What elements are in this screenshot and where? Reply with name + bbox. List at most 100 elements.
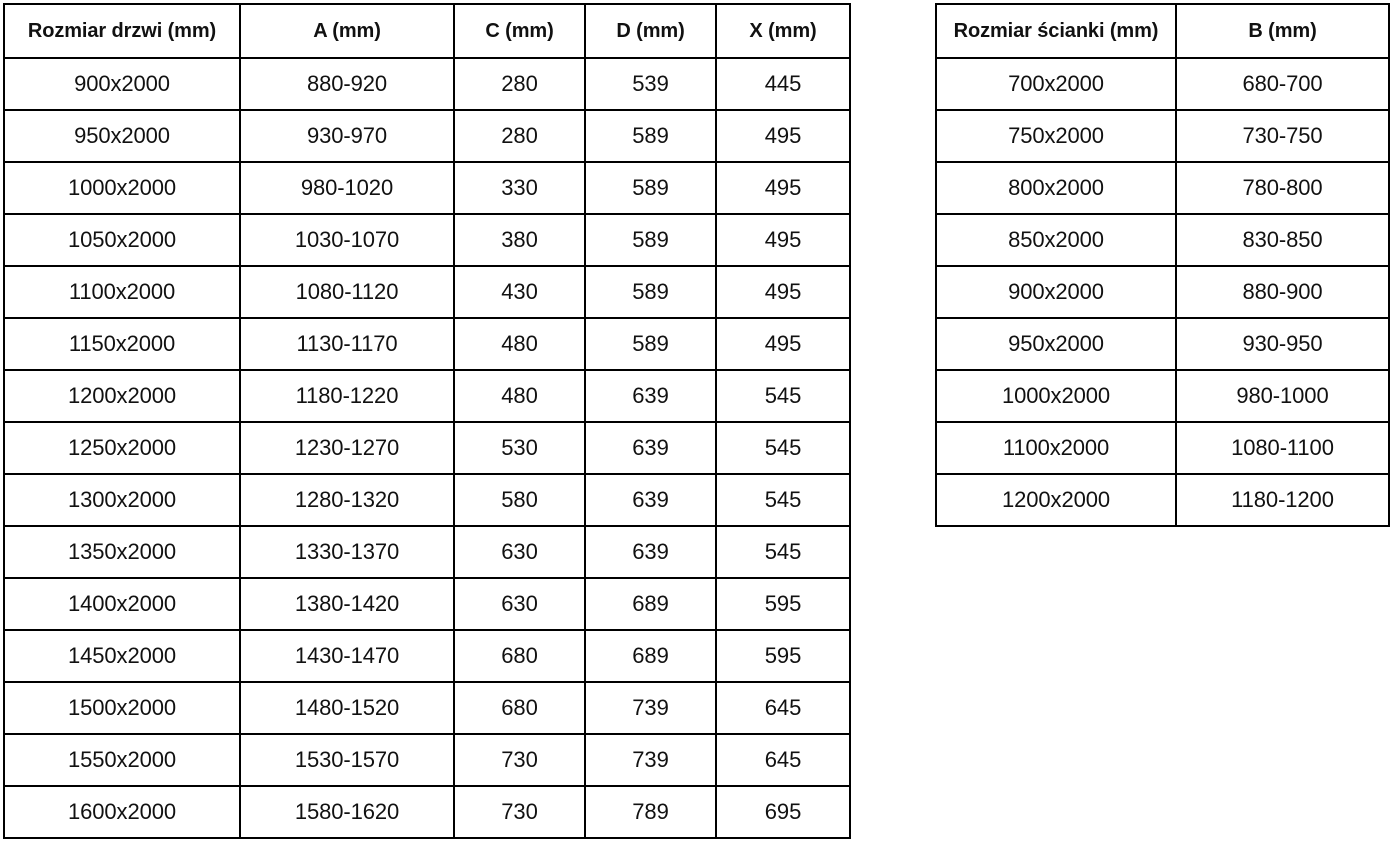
cell-value: 495 <box>715 161 851 215</box>
cell-value: 1330-1370 <box>239 525 455 579</box>
cell-value: 1480-1520 <box>239 681 455 735</box>
table-row: 1100x2000 1080-1100 <box>935 421 1390 475</box>
cell-size: 1100x2000 <box>935 421 1177 475</box>
table-row: 1000x2000 980-1000 <box>935 369 1390 423</box>
cell-value: 695 <box>715 785 851 839</box>
cell-value: 680 <box>453 681 586 735</box>
cell-size: 1400x2000 <box>3 577 241 631</box>
cell-value: 1080-1120 <box>239 265 455 319</box>
cell-value: 730 <box>453 785 586 839</box>
table-row: 750x2000 730-750 <box>935 109 1390 163</box>
column-header-a: A (mm) <box>239 3 455 59</box>
table-row: 1450x2000 1430-1470 680 689 595 <box>3 629 851 683</box>
cell-value: 930-970 <box>239 109 455 163</box>
cell-value: 730-750 <box>1175 109 1390 163</box>
cell-value: 789 <box>584 785 717 839</box>
cell-value: 1380-1420 <box>239 577 455 631</box>
cell-value: 645 <box>715 733 851 787</box>
cell-value: 730 <box>453 733 586 787</box>
table-row: 700x2000 680-700 <box>935 57 1390 111</box>
cell-size: 1550x2000 <box>3 733 241 787</box>
cell-size: 700x2000 <box>935 57 1177 111</box>
cell-value: 480 <box>453 317 586 371</box>
column-header-d: D (mm) <box>584 3 717 59</box>
cell-value: 589 <box>584 317 717 371</box>
cell-value: 630 <box>453 577 586 631</box>
table-row: 1000x2000 980-1020 330 589 495 <box>3 161 851 215</box>
cell-value: 780-800 <box>1175 161 1390 215</box>
cell-size: 1000x2000 <box>3 161 241 215</box>
cell-size: 1150x2000 <box>3 317 241 371</box>
column-header-b: B (mm) <box>1175 3 1390 59</box>
cell-size: 750x2000 <box>935 109 1177 163</box>
cell-value: 639 <box>584 525 717 579</box>
cell-value: 1580-1620 <box>239 785 455 839</box>
door-table-head: Rozmiar drzwi (mm) A (mm) C (mm) D (mm) … <box>3 3 851 59</box>
cell-value: 589 <box>584 213 717 267</box>
cell-value: 589 <box>584 161 717 215</box>
cell-value: 280 <box>453 57 586 111</box>
column-header-x: X (mm) <box>715 3 851 59</box>
cell-value: 445 <box>715 57 851 111</box>
cell-size: 900x2000 <box>3 57 241 111</box>
cell-value: 645 <box>715 681 851 735</box>
cell-value: 495 <box>715 213 851 267</box>
cell-value: 280 <box>453 109 586 163</box>
column-header-wall-size: Rozmiar ścianki (mm) <box>935 3 1177 59</box>
table-header-row: Rozmiar drzwi (mm) A (mm) C (mm) D (mm) … <box>3 3 851 59</box>
table-row: 1300x2000 1280-1320 580 639 545 <box>3 473 851 527</box>
wall-panel-dimensions-table: Rozmiar ścianki (mm) B (mm) 700x2000 680-… <box>935 3 1390 527</box>
cell-value: 1280-1320 <box>239 473 455 527</box>
cell-value: 495 <box>715 265 851 319</box>
wall-table-body: 700x2000 680-700 750x2000 730-750 800x2000 78… <box>935 57 1390 527</box>
cell-value: 980-1000 <box>1175 369 1390 423</box>
cell-value: 639 <box>584 369 717 423</box>
cell-value: 595 <box>715 629 851 683</box>
wall-table-head: Rozmiar ścianki (mm) B (mm) <box>935 3 1390 59</box>
cell-value: 545 <box>715 525 851 579</box>
table-row: 1200x2000 1180-1200 <box>935 473 1390 527</box>
cell-value: 545 <box>715 369 851 423</box>
cell-value: 580 <box>453 473 586 527</box>
cell-value: 1180-1200 <box>1175 473 1390 527</box>
cell-size: 800x2000 <box>935 161 1177 215</box>
cell-value: 830-850 <box>1175 213 1390 267</box>
cell-value: 689 <box>584 629 717 683</box>
cell-size: 1250x2000 <box>3 421 241 475</box>
cell-value: 589 <box>584 265 717 319</box>
cell-value: 1180-1220 <box>239 369 455 423</box>
cell-size: 1500x2000 <box>3 681 241 735</box>
cell-value: 739 <box>584 733 717 787</box>
door-table-body: 900x2000 880-920 280 539 445 950x2000 930-970 2… <box>3 57 851 839</box>
cell-value: 1230-1270 <box>239 421 455 475</box>
cell-size: 1100x2000 <box>3 265 241 319</box>
cell-size: 1000x2000 <box>935 369 1177 423</box>
table-row: 1100x2000 1080-1120 430 589 495 <box>3 265 851 319</box>
table-row: 1150x2000 1130-1170 480 589 495 <box>3 317 851 371</box>
cell-value: 430 <box>453 265 586 319</box>
cell-value: 980-1020 <box>239 161 455 215</box>
cell-value: 545 <box>715 421 851 475</box>
table-row: 900x2000 880-900 <box>935 265 1390 319</box>
cell-value: 1080-1100 <box>1175 421 1390 475</box>
table-row: 1050x2000 1030-1070 380 589 495 <box>3 213 851 267</box>
table-row: 950x2000 930-970 280 589 495 <box>3 109 851 163</box>
door-dimensions-table: Rozmiar drzwi (mm) A (mm) C (mm) D (mm) … <box>3 3 851 839</box>
cell-size: 900x2000 <box>935 265 1177 319</box>
cell-value: 930-950 <box>1175 317 1390 371</box>
cell-size: 1200x2000 <box>935 473 1177 527</box>
column-header-c: C (mm) <box>453 3 586 59</box>
cell-value: 380 <box>453 213 586 267</box>
cell-value: 530 <box>453 421 586 475</box>
cell-value: 689 <box>584 577 717 631</box>
cell-value: 595 <box>715 577 851 631</box>
column-header-door-size: Rozmiar drzwi (mm) <box>3 3 241 59</box>
table-row: 1600x2000 1580-1620 730 789 695 <box>3 785 851 839</box>
table-row: 1350x2000 1330-1370 630 639 545 <box>3 525 851 579</box>
table-row: 800x2000 780-800 <box>935 161 1390 215</box>
cell-size: 1350x2000 <box>3 525 241 579</box>
cell-size: 1600x2000 <box>3 785 241 839</box>
table-row: 1400x2000 1380-1420 630 689 595 <box>3 577 851 631</box>
cell-value: 1430-1470 <box>239 629 455 683</box>
cell-value: 880-900 <box>1175 265 1390 319</box>
